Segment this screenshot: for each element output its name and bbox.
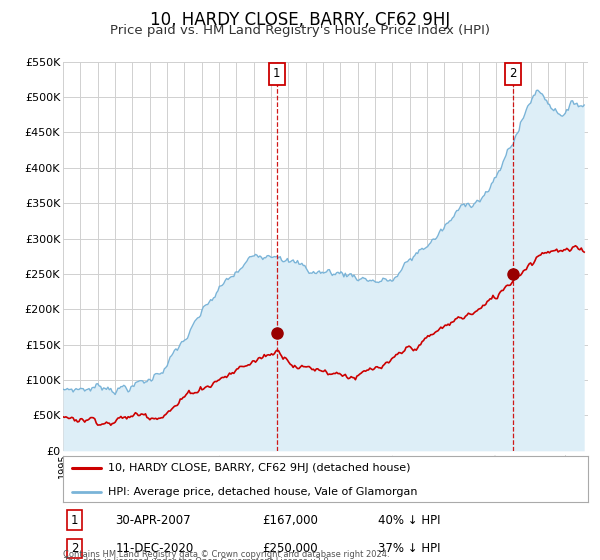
Text: HPI: Average price, detached house, Vale of Glamorgan: HPI: Average price, detached house, Vale…: [107, 487, 417, 497]
Text: Price paid vs. HM Land Registry's House Price Index (HPI): Price paid vs. HM Land Registry's House …: [110, 24, 490, 37]
Text: 1: 1: [273, 67, 280, 81]
Text: 37% ↓ HPI: 37% ↓ HPI: [378, 542, 440, 555]
Text: 1: 1: [71, 514, 78, 527]
Text: 2: 2: [71, 542, 78, 555]
Text: Contains HM Land Registry data © Crown copyright and database right 2024.: Contains HM Land Registry data © Crown c…: [63, 550, 389, 559]
Text: 40% ↓ HPI: 40% ↓ HPI: [378, 514, 440, 527]
Text: £167,000: £167,000: [263, 514, 319, 527]
Text: 2: 2: [509, 67, 517, 81]
Text: £250,000: £250,000: [263, 542, 318, 555]
Text: 11-DEC-2020: 11-DEC-2020: [115, 542, 194, 555]
Text: 10, HARDY CLOSE, BARRY, CF62 9HJ (detached house): 10, HARDY CLOSE, BARRY, CF62 9HJ (detach…: [107, 463, 410, 473]
Text: 10, HARDY CLOSE, BARRY, CF62 9HJ: 10, HARDY CLOSE, BARRY, CF62 9HJ: [150, 11, 450, 29]
Text: This data is licensed under the Open Government Licence v3.0.: This data is licensed under the Open Gov…: [63, 557, 331, 560]
Text: 30-APR-2007: 30-APR-2007: [115, 514, 191, 527]
